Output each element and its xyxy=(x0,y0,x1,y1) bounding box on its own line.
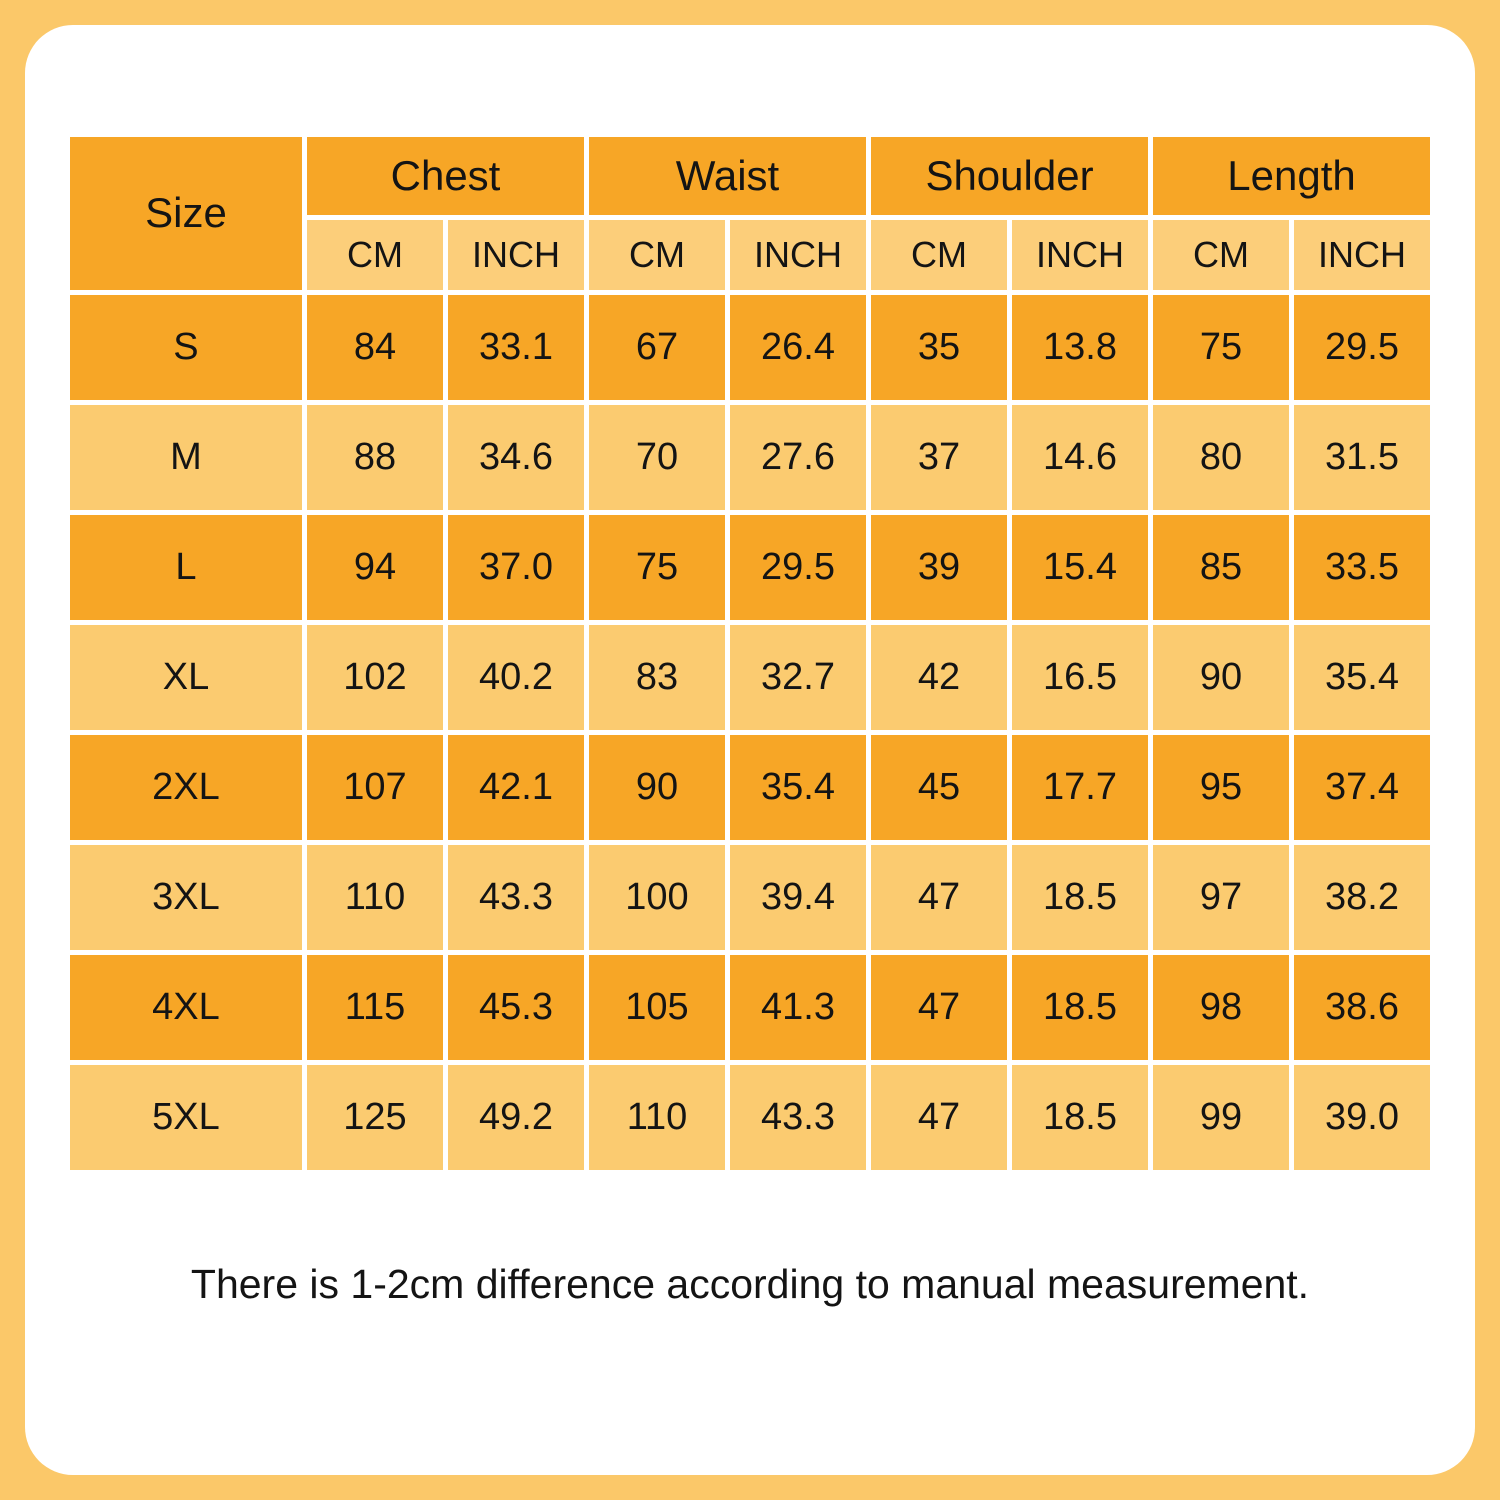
unit-header-waist-cm: CM xyxy=(588,220,725,290)
column-header-chest: Chest xyxy=(306,137,584,215)
value-cell: 67 xyxy=(588,295,725,400)
value-cell: 95 xyxy=(1153,735,1289,840)
value-cell: 15.4 xyxy=(1012,515,1148,620)
value-cell: 43.3 xyxy=(447,845,584,950)
value-cell: 80 xyxy=(1153,405,1289,510)
unit-header-shoulder-inch: INCH xyxy=(1012,220,1148,290)
value-cell: 37 xyxy=(871,405,1007,510)
table-row-3xl: 3XL 110 43.3 100 39.4 47 18.5 97 38.2 xyxy=(69,845,1430,950)
value-cell: 33.5 xyxy=(1294,515,1430,620)
value-cell: 14.6 xyxy=(1012,405,1148,510)
value-cell: 37.4 xyxy=(1294,735,1430,840)
value-cell: 42.1 xyxy=(447,735,584,840)
value-cell: 90 xyxy=(1153,625,1289,730)
value-cell: 100 xyxy=(588,845,725,950)
value-cell: 38.2 xyxy=(1294,845,1430,950)
unit-header-row: CM INCH CM INCH CM INCH CM INCH xyxy=(70,220,1430,290)
measurement-note: There is 1-2cm difference according to m… xyxy=(190,1261,1310,1307)
column-header-shoulder: Shoulder xyxy=(871,137,1148,215)
value-cell: 39 xyxy=(871,515,1007,620)
unit-header-shoulder-cm: CM xyxy=(871,220,1007,290)
size-cell: L xyxy=(69,515,302,620)
value-cell: 49.2 xyxy=(447,1065,584,1170)
column-header-size: Size xyxy=(69,137,302,290)
value-cell: 35.4 xyxy=(1294,625,1430,730)
value-cell: 94 xyxy=(306,515,443,620)
value-cell: 39.0 xyxy=(1294,1065,1430,1170)
value-cell: 125 xyxy=(306,1065,443,1170)
value-cell: 13.8 xyxy=(1012,295,1148,400)
unit-header-waist-inch: INCH xyxy=(729,220,866,290)
value-cell: 45 xyxy=(871,735,1007,840)
value-cell: 43.3 xyxy=(729,1065,866,1170)
value-cell: 17.7 xyxy=(1012,735,1148,840)
value-cell: 40.2 xyxy=(447,625,584,730)
value-cell: 84 xyxy=(306,295,443,400)
group-header-row: Size Chest Waist Shoulder Length xyxy=(69,137,1430,290)
value-cell: 18.5 xyxy=(1012,1065,1148,1170)
table-row-m: M 88 34.6 70 27.6 37 14.6 80 31.5 xyxy=(69,405,1430,510)
value-cell: 26.4 xyxy=(729,295,866,400)
value-cell: 41.3 xyxy=(729,955,866,1060)
value-cell: 83 xyxy=(588,625,725,730)
size-cell: 5XL xyxy=(69,1065,302,1170)
unit-header-chest-inch: INCH xyxy=(447,220,584,290)
value-cell: 107 xyxy=(306,735,443,840)
table-row-l: L 94 37.0 75 29.5 39 15.4 85 33.5 xyxy=(69,515,1430,620)
table-row-2xl: 2XL 107 42.1 90 35.4 45 17.7 95 37.4 xyxy=(69,735,1430,840)
value-cell: 47 xyxy=(871,955,1007,1060)
value-cell: 31.5 xyxy=(1294,405,1430,510)
table-row-4xl: 4XL 115 45.3 105 41.3 47 18.5 98 38.6 xyxy=(69,955,1430,1060)
value-cell: 115 xyxy=(306,955,443,1060)
size-chart-table: Size Chest Waist Shoulder Length CM INCH… xyxy=(65,132,1435,1175)
value-cell: 102 xyxy=(306,625,443,730)
value-cell: 99 xyxy=(1153,1065,1289,1170)
value-cell: 75 xyxy=(1153,295,1289,400)
unit-header-chest-cm: CM xyxy=(306,220,443,290)
value-cell: 39.4 xyxy=(729,845,866,950)
value-cell: 29.5 xyxy=(729,515,866,620)
value-cell: 38.6 xyxy=(1294,955,1430,1060)
unit-header-length-cm: CM xyxy=(1153,220,1289,290)
value-cell: 42 xyxy=(871,625,1007,730)
table-row-s: S 84 33.1 67 26.4 35 13.8 75 29.5 xyxy=(69,295,1430,400)
column-header-waist: Waist xyxy=(588,137,866,215)
value-cell: 90 xyxy=(588,735,725,840)
size-cell: XL xyxy=(69,625,302,730)
value-cell: 32.7 xyxy=(729,625,866,730)
value-cell: 45.3 xyxy=(447,955,584,1060)
size-cell: S xyxy=(69,295,302,400)
size-chart-card: Size Chest Waist Shoulder Length CM INCH… xyxy=(25,25,1475,1475)
value-cell: 16.5 xyxy=(1012,625,1148,730)
table-row-5xl: 5XL 125 49.2 110 43.3 47 18.5 99 39.0 xyxy=(69,1065,1430,1170)
column-header-length: Length xyxy=(1153,137,1430,215)
value-cell: 18.5 xyxy=(1012,845,1148,950)
size-cell: 2XL xyxy=(69,735,302,840)
value-cell: 33.1 xyxy=(447,295,584,400)
value-cell: 34.6 xyxy=(447,405,584,510)
value-cell: 18.5 xyxy=(1012,955,1148,1060)
value-cell: 70 xyxy=(588,405,725,510)
value-cell: 47 xyxy=(871,1065,1007,1170)
value-cell: 88 xyxy=(306,405,443,510)
value-cell: 27.6 xyxy=(729,405,866,510)
value-cell: 98 xyxy=(1153,955,1289,1060)
value-cell: 47 xyxy=(871,845,1007,950)
value-cell: 97 xyxy=(1153,845,1289,950)
value-cell: 37.0 xyxy=(447,515,584,620)
value-cell: 110 xyxy=(588,1065,725,1170)
value-cell: 105 xyxy=(588,955,725,1060)
size-cell: M xyxy=(69,405,302,510)
value-cell: 75 xyxy=(588,515,725,620)
value-cell: 35.4 xyxy=(729,735,866,840)
table-row-xl: XL 102 40.2 83 32.7 42 16.5 90 35.4 xyxy=(69,625,1430,730)
value-cell: 35 xyxy=(871,295,1007,400)
unit-header-length-inch: INCH xyxy=(1294,220,1430,290)
value-cell: 110 xyxy=(306,845,443,950)
size-cell: 3XL xyxy=(69,845,302,950)
value-cell: 85 xyxy=(1153,515,1289,620)
value-cell: 29.5 xyxy=(1294,295,1430,400)
size-cell: 4XL xyxy=(69,955,302,1060)
